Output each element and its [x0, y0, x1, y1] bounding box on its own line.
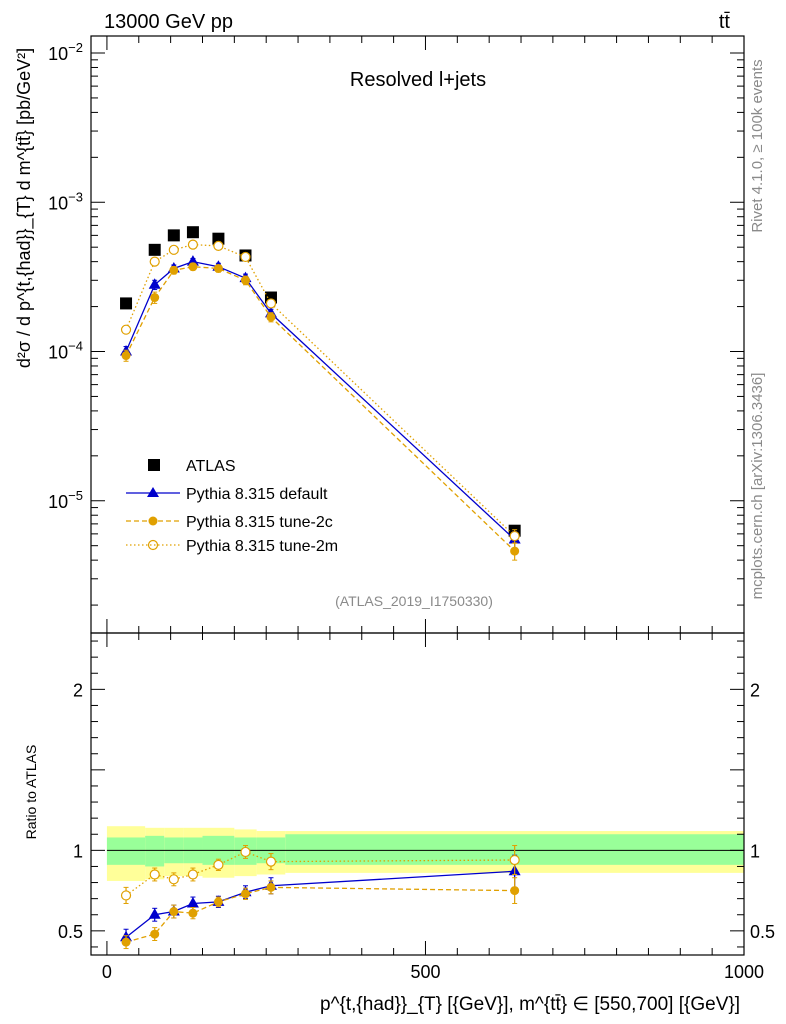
- ratio-y-tick-label-right: 0.5: [750, 922, 775, 942]
- ratio-y-tick-label-left: 0.5: [58, 922, 83, 942]
- ratio-y-axis-label: Ratio to ATLAS: [23, 745, 39, 840]
- ratio-tune2c-point: [240, 889, 250, 899]
- main-tune2c-point: [510, 546, 520, 556]
- main-tune2c-line: [125, 266, 516, 552]
- main-atlas-point: [167, 229, 180, 242]
- main-tune2m-point: [168, 244, 179, 255]
- legend-tune2c-marker: [148, 516, 158, 526]
- main-tune2m-line: [125, 243, 516, 537]
- ratio-uncertainty-bands: [106, 826, 744, 881]
- main-tune2c-point: [213, 263, 223, 273]
- ratio-inner-band: [145, 835, 165, 867]
- main-series-tune2c: [121, 262, 520, 561]
- main-y-axis-label: d²σ / d p^{t,{had}}_{T} d m^{tt̄} [pb/Ge…: [14, 48, 35, 368]
- main-y-tick-label: 10−5: [48, 488, 83, 512]
- main-tune2m-point: [509, 530, 520, 542]
- tick-exponent: −5: [68, 488, 83, 503]
- mcplots-label: mcplots.cern.ch [arXiv:1306.3436]: [749, 373, 766, 600]
- main-tune2c-point: [188, 262, 198, 272]
- ratio-inner-band: [106, 837, 146, 865]
- legend-atlas-label: ATLAS: [186, 458, 236, 475]
- legend-default-marker: [147, 487, 159, 497]
- main-tune2m-point: [149, 256, 160, 267]
- ratio-tune2c-point: [266, 882, 276, 892]
- process-label: tt̄: [719, 11, 731, 33]
- ratio-default-point: [186, 896, 199, 908]
- x-tick-label: 1000: [724, 962, 764, 982]
- legend-tune2c-label: Pythia 8.315 tune-2c: [186, 514, 333, 531]
- tick-base: 10: [48, 492, 68, 512]
- ratio-tune2c-line: [125, 886, 515, 943]
- ratio-tune2m-point: [187, 869, 199, 880]
- ratio-series-tune2m: [120, 845, 520, 904]
- main-tune2m-point: [120, 324, 132, 335]
- ratio-y-tick-label-right: 1: [750, 841, 760, 861]
- x-tick-label: 0: [102, 962, 112, 982]
- legend-tune2m-label: Pythia 8.315 tune-2m: [186, 538, 338, 555]
- ratio-tune2m-point: [265, 856, 277, 867]
- ratio-y-tick-label-left: 1: [73, 841, 83, 861]
- ratio-panel: [120, 845, 521, 950]
- ratio-tune2m-point: [509, 854, 520, 866]
- legend-atlas-marker: [148, 459, 160, 471]
- main-panel: [120, 226, 521, 561]
- ratio-tune2c-point: [510, 886, 520, 896]
- ratio-tune2m-line: [125, 851, 515, 896]
- ratio-default-point: [148, 908, 161, 919]
- main-tune2c-point: [266, 312, 276, 322]
- main-y-tick-label: 10−2: [48, 40, 83, 64]
- tick-exponent: −2: [68, 40, 83, 55]
- legend: ATLAS Pythia 8.315 default Pythia 8.315 …: [126, 458, 338, 555]
- ratio-tune2m-point: [213, 859, 224, 870]
- ratio-frame: [90, 632, 745, 956]
- ratio-tune2c-point: [121, 937, 131, 947]
- ratio-tune2c-point: [188, 908, 198, 918]
- analysis-id: (ATLAS_2019_I1750330): [335, 593, 493, 609]
- tick-exponent: −3: [68, 189, 83, 204]
- legend-default-label: Pythia 8.315 default: [186, 486, 328, 503]
- main-default-line: [125, 260, 516, 540]
- ratio-series-tune2c: [121, 877, 520, 950]
- main-tune2m-point: [213, 240, 224, 252]
- main-tune2m-point: [187, 239, 199, 250]
- main-tune2c-point: [121, 351, 131, 361]
- rivet-version-label: Rivet 4.1.0, ≥ 100k events: [749, 59, 766, 232]
- ratio-tune2c-point: [169, 907, 179, 917]
- main-series-tune2m: [120, 239, 520, 544]
- ratio-y-tick-label-left: 2: [73, 680, 83, 700]
- main-atlas-point: [120, 297, 133, 310]
- ratio-tune2m-point: [120, 890, 132, 901]
- main-atlas-point: [186, 226, 199, 239]
- ratio-tune2m-point: [149, 869, 160, 880]
- ratio-default-line: [125, 870, 515, 938]
- ratio-y-tick-label-right: 2: [750, 680, 760, 700]
- ratio-tune2c-point: [213, 897, 223, 907]
- tick-base: 10: [48, 44, 68, 64]
- main-tune2m-point: [265, 298, 277, 309]
- main-atlas-point: [148, 243, 161, 256]
- main-default-point: [148, 278, 161, 289]
- energy-label: 13000 GeV pp: [104, 11, 233, 33]
- ratio-tune2c-point: [150, 929, 160, 939]
- main-series-default: [120, 255, 521, 549]
- main-tune2m-point: [240, 251, 251, 263]
- ratio-tune2m-point: [240, 846, 251, 858]
- main-tune2c-point: [240, 275, 250, 285]
- tick-base: 10: [48, 193, 68, 213]
- plot-title: Resolved l+jets: [350, 69, 486, 91]
- main-tune2c-point: [169, 265, 179, 275]
- legend-tune2m-marker: [147, 539, 159, 551]
- tick-base: 10: [48, 343, 68, 363]
- x-axis-label: p^{t,{had}}_{T} [{GeV}], m^{tt̄} ∈ [550,…: [320, 994, 740, 1015]
- x-tick-label: 500: [410, 962, 440, 982]
- main-tune2c-point: [150, 293, 160, 303]
- main-y-tick-label: 10−4: [48, 339, 83, 363]
- main-default-point: [186, 255, 199, 266]
- tick-exponent: −4: [68, 339, 83, 354]
- ratio-tune2m-point: [168, 874, 179, 885]
- main-atlas-point: [212, 232, 225, 245]
- main-y-tick-label: 10−3: [48, 189, 83, 213]
